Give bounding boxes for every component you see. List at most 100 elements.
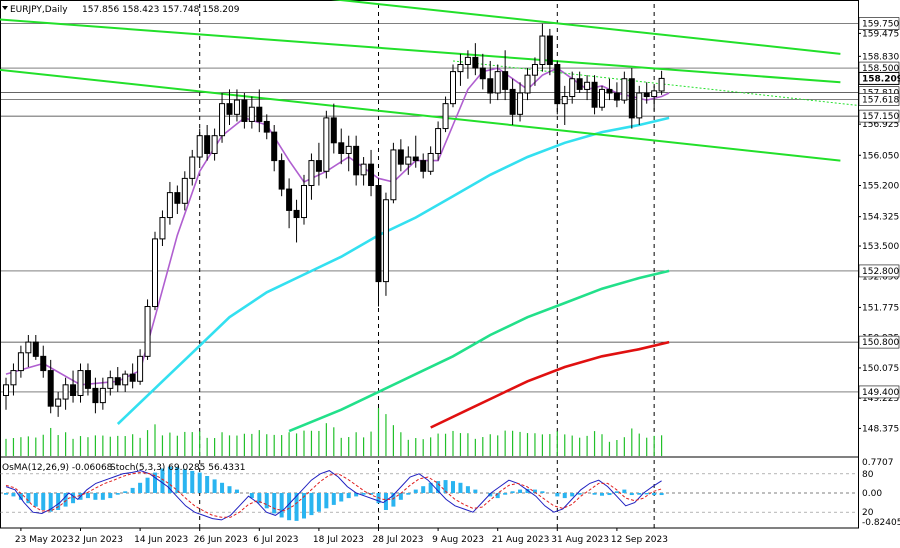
candle <box>181 171 188 211</box>
osma-bar <box>398 493 403 500</box>
candle <box>315 142 322 186</box>
osma-bar <box>592 493 597 495</box>
candle <box>546 28 553 76</box>
candle-body-bull <box>219 103 226 137</box>
candle-body-bear <box>174 192 181 204</box>
volume-bars <box>5 408 663 456</box>
osma-bar <box>272 493 277 514</box>
candle-body-bull <box>181 177 188 204</box>
osma-bar <box>18 493 23 500</box>
time-tick-label: 18 Jul 2023 <box>313 535 364 545</box>
osma-bar <box>182 469 187 493</box>
menu-arrow-icon[interactable] <box>2 6 8 10</box>
candle-body-bull <box>435 128 442 154</box>
candle-body-bear <box>502 71 509 90</box>
candle <box>599 85 605 111</box>
candle-body-bull <box>517 92 524 115</box>
price-axis: 0.7707 80 0.00 20-0.82405 159.475 158.830 157.… <box>858 17 900 528</box>
candle <box>502 50 509 101</box>
channel-lines <box>0 0 859 162</box>
osc-tick-label: 80 <box>862 470 874 480</box>
osma-bar <box>279 493 284 518</box>
osc-tick-label: 0.00 <box>862 489 882 499</box>
osma-bar <box>234 489 239 493</box>
osma-bar <box>406 493 411 495</box>
osma-bar <box>287 493 292 521</box>
osma-bar <box>644 493 649 495</box>
candle <box>636 85 643 126</box>
osma-bar <box>33 493 38 507</box>
time-tick-label: 26 Jun 2023 <box>194 535 248 545</box>
candle-body-bear <box>412 156 419 162</box>
osma-bar <box>451 481 455 493</box>
candle <box>353 135 360 186</box>
chart-header-title: EURJPY,Daily <box>10 5 68 15</box>
candle <box>651 85 658 111</box>
candle-body-bear <box>472 56 479 69</box>
osc-tick-label: 20 <box>862 508 874 518</box>
candle-body-bear <box>47 370 54 407</box>
price-tick-label: 151.775 <box>862 303 899 313</box>
candle-body-bear <box>591 81 598 108</box>
candle-body-bear <box>263 120 270 133</box>
osma-bar <box>48 493 53 512</box>
osma-bar <box>257 493 262 504</box>
candle-body-bear <box>576 78 583 90</box>
candle-body-bear <box>40 355 47 372</box>
osma-bar <box>652 493 657 496</box>
candle <box>517 82 524 122</box>
osma-bar <box>473 489 478 493</box>
candle <box>457 53 464 86</box>
candle-body-bear <box>241 99 248 122</box>
time-tick-label: 14 Jun 2023 <box>134 535 188 545</box>
candle-body-bear <box>628 78 635 119</box>
candle <box>114 367 121 392</box>
candle-body-bull <box>3 384 9 396</box>
candle-body-bear <box>368 163 375 187</box>
candle <box>219 92 226 143</box>
candle <box>159 210 166 247</box>
candle <box>99 377 106 410</box>
candle-body-bull <box>166 192 173 219</box>
candle <box>479 53 486 90</box>
candle <box>345 135 352 172</box>
candle <box>278 153 285 197</box>
osma-bar <box>11 493 16 497</box>
candle <box>204 125 211 161</box>
candle-body-bull <box>196 135 203 158</box>
osma-bar <box>465 486 470 493</box>
candle <box>174 185 181 214</box>
osma-bar <box>391 493 396 507</box>
osma-bar <box>56 493 61 510</box>
candle <box>584 75 591 101</box>
candle-body-bear <box>554 64 561 105</box>
candle <box>286 178 293 229</box>
candle-body-bear <box>256 106 263 122</box>
stoch-label: Stoch(5,3,3) 69.0285 56.4331 <box>110 463 245 473</box>
osma-bar <box>614 491 619 493</box>
candle <box>70 370 77 403</box>
candle-body-bull <box>636 92 643 119</box>
candle <box>323 110 330 179</box>
candle-body-bear <box>32 341 39 357</box>
candle <box>47 359 54 414</box>
stoch-signal-line <box>5 471 662 518</box>
candle <box>561 85 568 126</box>
moving-average-line <box>430 340 670 429</box>
osma-bar <box>555 493 560 497</box>
osma-bar <box>41 493 46 510</box>
osma-bar <box>85 493 90 499</box>
candle <box>420 153 427 179</box>
candle <box>643 82 650 104</box>
candle <box>442 96 449 133</box>
osma-bar <box>354 493 359 497</box>
candle-body-bull <box>77 370 84 396</box>
moving-average-line <box>5 67 670 386</box>
price-tick-label: 156.050 <box>862 151 899 161</box>
candle <box>360 157 367 186</box>
osma-bar <box>629 493 634 496</box>
candle-body-bull <box>308 160 315 187</box>
candle <box>62 377 69 410</box>
price-tick-label: 148.375 <box>862 424 899 434</box>
osma-bar <box>197 472 202 493</box>
